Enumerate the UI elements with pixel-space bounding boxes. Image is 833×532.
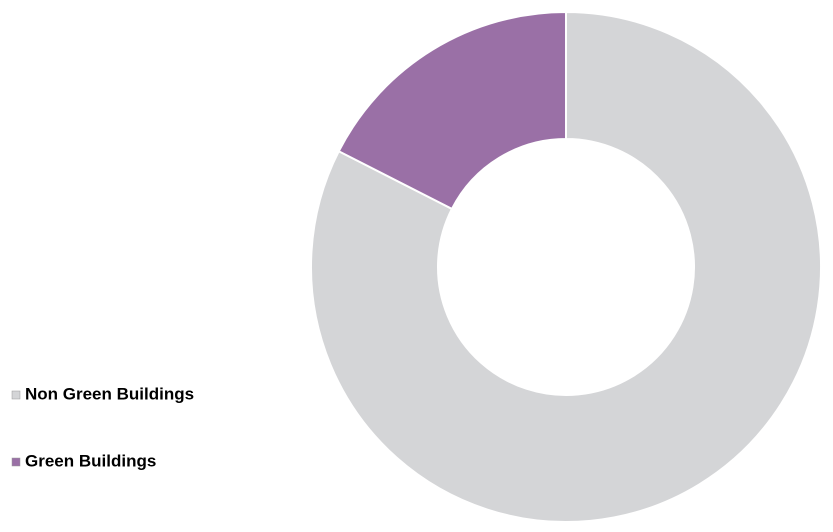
legend-swatch [11, 390, 21, 400]
donut-slice [310, 10, 822, 523]
donut-slice [337, 10, 567, 211]
legend-swatch [11, 457, 21, 467]
legend-label: Non Green Buildings [25, 384, 194, 403]
legend-label: Green Buildings [25, 451, 156, 470]
